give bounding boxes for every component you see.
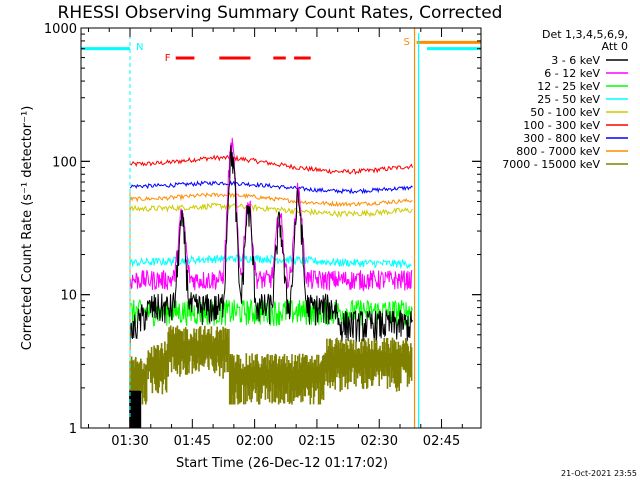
- footer-date: 21-Oct-2021 23:55: [561, 469, 637, 478]
- y-axis-label: Corrected Count Rate (s⁻¹ detector⁻¹): [20, 106, 35, 351]
- series-line: [129, 180, 413, 195]
- series-line: [129, 137, 413, 293]
- y-axis: 1 10 100 1000: [44, 22, 481, 437]
- x-tick-label: 02:15: [298, 434, 335, 449]
- series-line: [129, 154, 413, 176]
- x-tick-label: 02:45: [423, 434, 460, 449]
- y-tick-label: 1: [69, 422, 77, 437]
- x-tick-label: 01:30: [111, 434, 148, 449]
- legend-label: 25 - 50 keV: [537, 93, 600, 106]
- legend-label: 300 - 800 keV: [523, 132, 600, 145]
- series-line: [129, 253, 412, 270]
- y-tick-label: 1000: [44, 22, 77, 37]
- legend-label: 800 - 7000 keV: [516, 145, 600, 158]
- series-line: [129, 145, 413, 354]
- x-tick-label: 02:30: [361, 434, 398, 449]
- y-tick-label: 100: [52, 155, 77, 170]
- x-axis-label: Start Time (26-Dec-12 01:17:02): [176, 456, 388, 471]
- night-label: N: [136, 42, 143, 53]
- plot-frame: [80, 27, 482, 429]
- series-line: [129, 298, 413, 327]
- legend-header: Att 0: [602, 40, 628, 53]
- legend-label: 100 - 300 keV: [523, 119, 600, 132]
- y-tick-label: 10: [60, 289, 77, 304]
- legend-label: 3 - 6 keV: [551, 54, 600, 67]
- flare-label: F: [165, 53, 171, 64]
- series-layer: [129, 137, 413, 428]
- legend-header: Det 1,3,4,5,6,9,: [542, 28, 628, 41]
- x-tick-label: 02:00: [236, 434, 273, 449]
- x-axis: 01:30 01:45 02:00 02:15 02:30 02:45: [87, 28, 463, 449]
- legend-label: 50 - 100 keV: [530, 106, 600, 119]
- legend-label: 6 - 12 keV: [544, 67, 600, 80]
- saa-label: S: [404, 37, 410, 48]
- legend-label: 12 - 25 keV: [537, 80, 600, 93]
- series-line: [129, 192, 413, 208]
- legend-label: 7000 - 15000 keV: [502, 158, 600, 171]
- chart-title: RHESSI Observing Summary Count Rates, Co…: [58, 3, 503, 23]
- series-line: [129, 202, 413, 218]
- x-tick-label: 01:45: [174, 434, 211, 449]
